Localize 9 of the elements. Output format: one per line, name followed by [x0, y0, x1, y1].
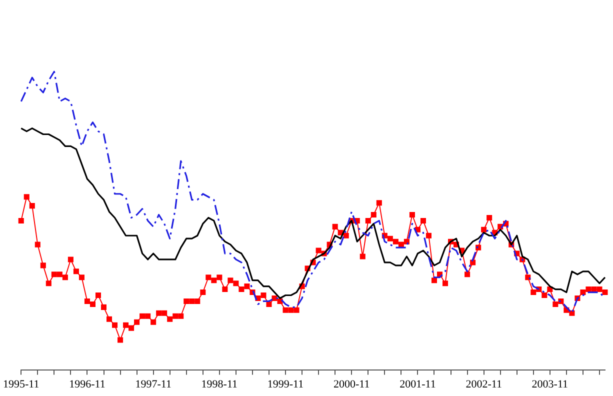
x-tick-label: 1999-11: [267, 378, 304, 390]
x-tick-label: 2001-11: [400, 378, 436, 390]
x-tick-label: 1997-11: [135, 378, 172, 390]
x-tick-label: 2000-11: [333, 378, 370, 390]
x-tick-label: 2002-11: [466, 378, 502, 390]
x-tick-label: 1998-11: [201, 378, 238, 390]
x-tick-label: 1996-11: [69, 378, 106, 390]
x-tick-label: 1995-11: [2, 378, 40, 390]
x-tick-label: 2003-11: [532, 378, 568, 390]
